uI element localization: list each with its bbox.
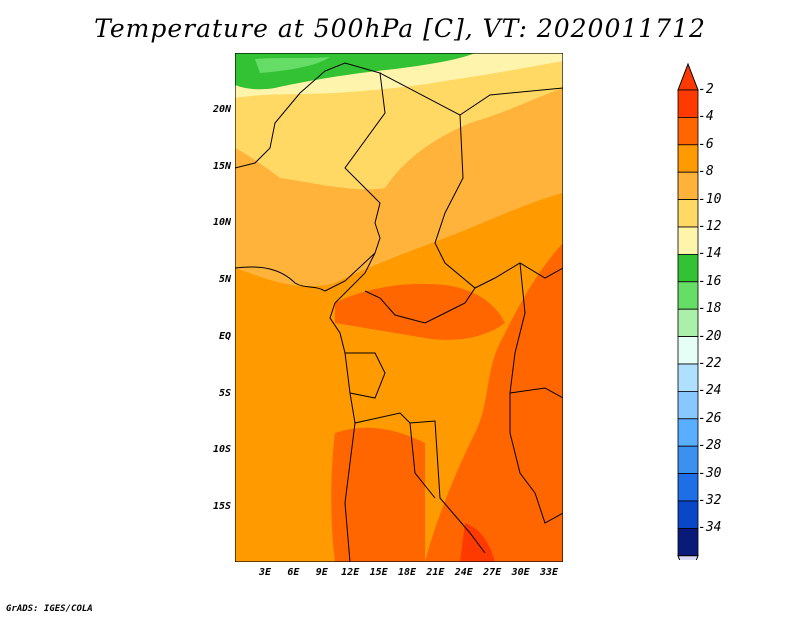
colorbar-swatch bbox=[677, 281, 699, 310]
colorbar-swatch bbox=[677, 390, 699, 420]
map-title: Temperature at 500hPa [C], VT: 202001171… bbox=[94, 14, 706, 43]
colorbar-label: -30 bbox=[698, 465, 722, 481]
colorbar-swatch bbox=[677, 445, 699, 475]
lon-tick-label: 6E bbox=[287, 567, 300, 578]
colorbar-label: -26 bbox=[698, 410, 722, 426]
colorbar-label: -34 bbox=[698, 520, 722, 536]
lat-tick-label: 5N bbox=[218, 274, 231, 286]
colorbar-label: -14 bbox=[698, 246, 722, 262]
colorbar-label: -32 bbox=[698, 493, 722, 508]
colorbar-swatch bbox=[677, 226, 699, 255]
colorbar-bottom-arrow bbox=[677, 555, 699, 560]
colorbar-label: -10 bbox=[698, 191, 722, 207]
colorbar-swatch bbox=[677, 308, 699, 337]
colorbar bbox=[677, 62, 699, 560]
colorbar-swatch bbox=[677, 171, 699, 200]
lon-tick-label: 33E bbox=[539, 567, 559, 578]
colorbar-label: -2 bbox=[698, 82, 714, 97]
colorbar-label: -6 bbox=[698, 136, 714, 152]
lon-tick-label: 21E bbox=[426, 567, 445, 578]
colorbar-swatch bbox=[677, 253, 699, 283]
lon-tick-label: 9E bbox=[315, 567, 328, 578]
lat-tick-label: 20N bbox=[212, 104, 231, 115]
map-field-minus2-east bbox=[425, 243, 563, 562]
lat-tick-label: 10N bbox=[212, 217, 231, 229]
colorbar-label: -24 bbox=[698, 383, 722, 399]
colorbar-top-arrow bbox=[677, 62, 699, 91]
lat-tick-label: 15S bbox=[212, 500, 231, 512]
lon-tick-label: 3E bbox=[258, 567, 272, 578]
lon-tick-label: 12E bbox=[341, 567, 360, 578]
colorbar-swatch bbox=[677, 363, 699, 392]
country-borders bbox=[235, 62, 563, 562]
colorbar-swatch bbox=[677, 336, 699, 365]
colorbar-label: -8 bbox=[698, 164, 714, 180]
temperature-map bbox=[235, 53, 563, 562]
colorbar-swatch bbox=[677, 473, 699, 502]
colorbar-label: -12 bbox=[698, 219, 722, 234]
colorbar-label: -28 bbox=[698, 438, 722, 454]
lon-tick-label: 30E bbox=[511, 567, 530, 578]
map-field-minus14 bbox=[255, 57, 330, 73]
grads-credit: GrADS: IGES/COLA bbox=[6, 604, 93, 614]
colorbar-swatch bbox=[677, 418, 699, 447]
colorbar-swatch bbox=[677, 527, 699, 557]
lat-tick-label: 10S bbox=[212, 444, 231, 456]
colorbar-swatch bbox=[677, 144, 699, 173]
colorbar-label: -20 bbox=[698, 328, 722, 344]
lon-tick-label: 24E bbox=[454, 567, 473, 578]
map-field-minus2-south bbox=[331, 427, 425, 562]
lon-tick-label: 27E bbox=[483, 567, 502, 578]
lon-tick-label: 18E bbox=[397, 567, 417, 578]
map-field-minus2-central bbox=[335, 283, 505, 340]
colorbar-label: -4 bbox=[698, 109, 714, 125]
lon-tick-label: 15E bbox=[369, 567, 388, 578]
colorbar-label: -18 bbox=[698, 301, 722, 317]
colorbar-swatch bbox=[677, 117, 699, 146]
lat-tick-label: 15N bbox=[212, 160, 231, 172]
colorbar-swatch bbox=[677, 89, 699, 118]
colorbar-swatch bbox=[677, 199, 699, 228]
lat-tick-label: 5S bbox=[218, 387, 231, 399]
colorbar-swatch bbox=[677, 500, 699, 529]
colorbar-label: -22 bbox=[698, 356, 722, 371]
colorbar-label: -16 bbox=[698, 273, 722, 289]
lat-tick-label: EQ bbox=[218, 330, 231, 342]
